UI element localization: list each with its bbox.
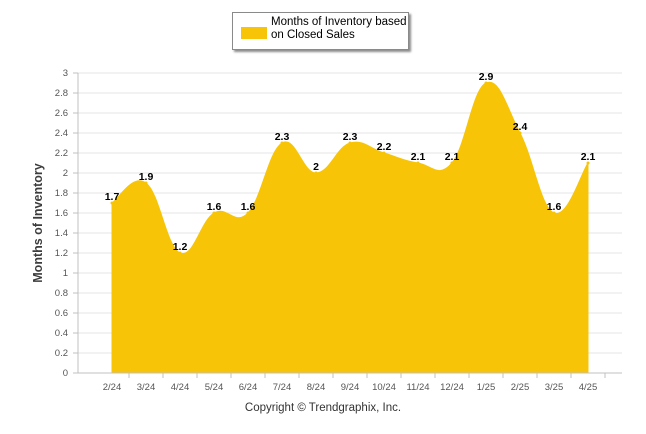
y-tick-label: 2.6 <box>55 108 68 119</box>
data-label: 2.1 <box>581 151 596 163</box>
x-tick-label: 8/24 <box>307 382 326 393</box>
x-tick-label: 6/24 <box>239 382 258 393</box>
copyright-footer: Copyright © Trendgraphix, Inc. <box>244 402 402 414</box>
y-tick-label: 1.2 <box>55 248 68 259</box>
x-tick-label: 12/24 <box>440 382 464 393</box>
y-tick-label: 0.2 <box>55 348 68 359</box>
data-point <box>484 81 488 85</box>
data-point <box>314 171 318 175</box>
data-point <box>450 161 454 165</box>
x-tick-label: 3/25 <box>545 382 564 393</box>
data-label: 1.6 <box>241 201 256 213</box>
x-tick-label: 5/24 <box>205 382 224 393</box>
data-label: 2.9 <box>479 71 494 83</box>
data-label: 1.6 <box>547 201 562 213</box>
x-tick-label: 11/24 <box>406 382 429 393</box>
y-axis-ticks: 0 0.2 0.4 0.6 0.8 1 1.2 1.4 1.6 1.8 2 2.2 2.4 2.6 2.8 3 <box>55 68 78 379</box>
data-point <box>348 141 352 145</box>
data-point <box>110 201 114 205</box>
y-tick-label: 2.4 <box>55 128 68 139</box>
y-tick-label: 2.2 <box>55 148 68 159</box>
legend-swatch <box>241 27 267 39</box>
data-label: 1.9 <box>139 171 154 183</box>
data-point <box>178 251 182 255</box>
x-tick-label: 3/24 <box>137 382 156 393</box>
y-tick-label: 3 <box>63 68 68 79</box>
data-point <box>212 211 216 215</box>
data-label: 2.1 <box>411 151 426 163</box>
data-label: 1.7 <box>105 191 120 203</box>
y-tick-label: 2 <box>63 168 68 179</box>
y-tick-label: 0.6 <box>55 308 68 319</box>
y-tick-label: 1.6 <box>55 208 68 219</box>
data-label: 2.1 <box>445 151 460 163</box>
y-tick-label: 0.8 <box>55 288 68 299</box>
y-tick-label: 1.4 <box>55 228 68 239</box>
data-label: 2.4 <box>513 121 528 133</box>
data-point <box>552 211 556 215</box>
y-tick-label: 0.4 <box>55 328 68 339</box>
y-tick-label: 1.8 <box>55 188 68 199</box>
x-tick-label: 4/24 <box>171 382 190 393</box>
y-tick-label: 0 <box>63 368 68 379</box>
data-label: 2 <box>313 161 319 173</box>
data-label: 1.6 <box>207 201 222 213</box>
y-tick-label: 1 <box>63 268 68 279</box>
data-point <box>586 161 590 165</box>
data-point <box>144 181 148 185</box>
data-label: 1.2 <box>173 241 188 253</box>
data-label: 2.3 <box>343 131 358 143</box>
data-point <box>246 211 250 215</box>
x-axis-ticks: 2/24 3/24 4/24 5/24 6/24 7/24 8/24 9/24 10/24 11/… <box>103 373 606 393</box>
data-point <box>382 151 386 155</box>
data-label: 2.2 <box>377 141 392 153</box>
y-axis-label: Months of Inventory <box>31 163 45 283</box>
y-tick-label: 2.8 <box>55 88 68 99</box>
data-labels: 1.7 1.9 1.2 1.6 1.6 2.3 2 2.3 2.2 2.1 2.1 2.9 2.4 1.6… <box>105 71 596 253</box>
data-point <box>280 141 284 145</box>
area-series <box>110 81 590 374</box>
legend-label: Months of Inventory based on Closed Sale… <box>271 16 407 41</box>
axes <box>77 73 622 374</box>
x-tick-label: 7/24 <box>273 382 292 393</box>
data-point <box>518 131 522 135</box>
x-tick-label: 4/25 <box>579 382 598 393</box>
x-tick-label: 2/24 <box>103 382 122 393</box>
x-tick-label: 1/25 <box>477 382 496 393</box>
x-tick-label: 10/24 <box>372 382 396 393</box>
x-tick-label: 9/24 <box>341 382 360 393</box>
x-tick-label: 2/25 <box>511 382 530 393</box>
legend: Months of Inventory based on Closed Sale… <box>232 12 409 50</box>
data-point <box>416 161 420 165</box>
data-label: 2.3 <box>275 131 290 143</box>
